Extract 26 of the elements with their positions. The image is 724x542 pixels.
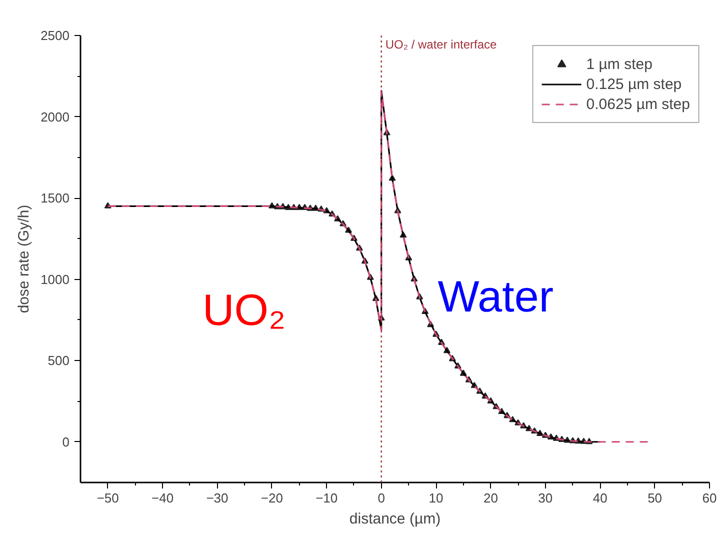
x-tick-label: 30 — [538, 490, 553, 506]
x-tick-label: 50 — [648, 490, 662, 506]
x-tick-label: −20 — [260, 490, 283, 506]
legend-label: 1 µm step — [586, 55, 652, 73]
y-tick-label: 2000 — [40, 109, 70, 124]
annotation: UO₂ — [202, 286, 286, 335]
x-tick-label: −10 — [316, 490, 338, 506]
y-tick-label: 1000 — [40, 272, 70, 287]
annotation: Water — [438, 272, 554, 322]
x-tick-label: 60 — [702, 490, 717, 506]
y-tick-label: 0 — [62, 434, 70, 450]
legend-label: 0.0625 µm step — [586, 95, 690, 113]
x-tick-label: 20 — [483, 490, 498, 506]
y-tick-label: 500 — [48, 353, 70, 368]
x-tick-label: −50 — [96, 490, 119, 506]
ref-line-label: UO₂ / water interface — [385, 38, 498, 52]
y-tick-label: 1500 — [40, 190, 70, 206]
x-axis-title: distance (µm) — [349, 510, 441, 528]
x-tick-label: 40 — [592, 490, 608, 506]
x-tick-label: 0 — [378, 490, 385, 506]
x-tick-label: 10 — [428, 490, 444, 506]
legend-label: 0.125 µm step — [586, 75, 682, 93]
x-tick-label: −30 — [206, 490, 228, 506]
y-tick-label: 2500 — [40, 28, 70, 43]
x-tick-label: −40 — [152, 490, 174, 506]
y-axis-title: dose rate (Gy/h) — [16, 204, 33, 314]
